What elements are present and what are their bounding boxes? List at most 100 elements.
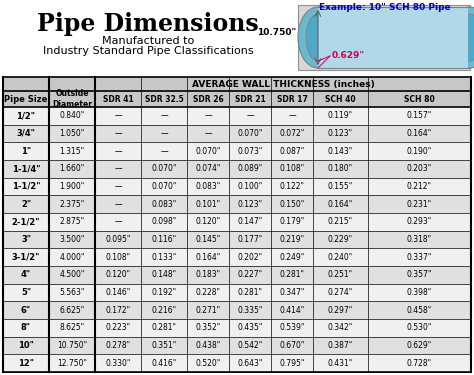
Text: 0.670": 0.670"	[279, 341, 305, 350]
Text: 6.625": 6.625"	[59, 306, 85, 315]
Text: 1-1/2": 1-1/2"	[12, 182, 40, 191]
Text: Outside
Diameter: Outside Diameter	[52, 89, 92, 109]
Text: 0.089": 0.089"	[237, 164, 263, 173]
Text: 0.108": 0.108"	[105, 253, 130, 262]
Text: —: —	[160, 147, 168, 156]
Text: 0.123": 0.123"	[328, 129, 353, 138]
Text: 1-1/4": 1-1/4"	[12, 164, 40, 173]
Text: 0.643": 0.643"	[237, 358, 263, 368]
Text: 0.219": 0.219"	[280, 235, 305, 244]
Text: 0.172": 0.172"	[105, 306, 130, 315]
Text: 0.070": 0.070"	[237, 129, 263, 138]
Text: 0.143": 0.143"	[328, 147, 353, 156]
Text: 1": 1"	[21, 147, 31, 156]
Text: SCH 40: SCH 40	[325, 94, 356, 104]
Text: —: —	[114, 217, 122, 226]
Bar	[318, 7, 468, 68]
Text: 0.435": 0.435"	[237, 323, 263, 332]
Text: 0.179": 0.179"	[279, 217, 305, 226]
Text: 0.190": 0.190"	[407, 147, 432, 156]
Text: AVERAGE WALL THICKNESS (inches): AVERAGE WALL THICKNESS (inches)	[191, 80, 374, 88]
Bar	[3, 337, 471, 354]
Text: 0.223": 0.223"	[105, 323, 130, 332]
Text: 0.100": 0.100"	[237, 182, 263, 191]
Bar	[3, 266, 471, 284]
Text: 0.074": 0.074"	[195, 164, 221, 173]
Bar	[3, 91, 471, 107]
Text: 0.119": 0.119"	[328, 111, 353, 120]
Text: 0.293": 0.293"	[407, 217, 432, 226]
Text: 3-1/2": 3-1/2"	[12, 253, 40, 262]
Ellipse shape	[458, 14, 474, 61]
Text: 0.180": 0.180"	[328, 164, 353, 173]
Text: —: —	[114, 147, 122, 156]
Text: 0.098": 0.098"	[151, 217, 177, 226]
Text: 0.087": 0.087"	[279, 147, 305, 156]
Text: 0.120": 0.120"	[105, 270, 130, 279]
Text: 0.212": 0.212"	[407, 182, 432, 191]
Text: SDR 21: SDR 21	[235, 94, 265, 104]
Text: 0.157": 0.157"	[407, 111, 432, 120]
Text: —: —	[288, 111, 296, 120]
Text: 5": 5"	[21, 288, 31, 297]
Text: 0.387": 0.387"	[328, 341, 353, 350]
Bar	[3, 213, 471, 231]
Text: 0.458": 0.458"	[407, 306, 432, 315]
Text: Example: 10" SCH 80 Pipe: Example: 10" SCH 80 Pipe	[319, 3, 451, 12]
Text: Pipe Dimensions: Pipe Dimensions	[37, 12, 259, 36]
Text: 5.563": 5.563"	[59, 288, 85, 297]
Text: 0.095": 0.095"	[105, 235, 131, 244]
Text: 2.875": 2.875"	[59, 217, 84, 226]
Text: —: —	[204, 111, 212, 120]
Text: 12": 12"	[18, 358, 34, 368]
Text: 10.750": 10.750"	[57, 341, 87, 350]
Bar	[3, 178, 471, 195]
Text: 1.050": 1.050"	[59, 129, 85, 138]
Text: 0.414": 0.414"	[279, 306, 305, 315]
Text: 0.070": 0.070"	[195, 147, 221, 156]
Text: Industry Standard Pipe Classifications: Industry Standard Pipe Classifications	[43, 46, 253, 56]
Text: 0.183": 0.183"	[195, 270, 220, 279]
Text: 0.795": 0.795"	[279, 358, 305, 368]
Text: —: —	[114, 111, 122, 120]
Bar	[3, 77, 471, 91]
Text: 0.070": 0.070"	[151, 182, 177, 191]
Ellipse shape	[450, 7, 474, 68]
Text: 0.357": 0.357"	[407, 270, 432, 279]
Text: 4": 4"	[21, 270, 31, 279]
Text: 0.192": 0.192"	[151, 288, 176, 297]
Text: 0.530": 0.530"	[407, 323, 432, 332]
Text: 8": 8"	[21, 323, 31, 332]
Text: —: —	[204, 129, 212, 138]
Text: 0.840": 0.840"	[59, 111, 85, 120]
Text: 0.148": 0.148"	[151, 270, 176, 279]
Text: —: —	[114, 129, 122, 138]
Text: SDR 32.5: SDR 32.5	[145, 94, 183, 104]
Text: 0.281": 0.281"	[237, 288, 263, 297]
Bar	[3, 124, 471, 142]
Text: —: —	[114, 200, 122, 208]
Text: 0.352": 0.352"	[195, 323, 220, 332]
Text: 0.215": 0.215"	[328, 217, 353, 226]
Text: 1/2": 1/2"	[17, 111, 36, 120]
Text: 0.281": 0.281"	[152, 323, 176, 332]
Text: 0.629": 0.629"	[332, 51, 365, 60]
Text: 0.164": 0.164"	[195, 253, 220, 262]
Text: 0.520": 0.520"	[195, 358, 220, 368]
Text: 4.500": 4.500"	[59, 270, 85, 279]
Bar	[3, 195, 471, 213]
Text: 0.164": 0.164"	[328, 200, 353, 208]
Text: 0.335": 0.335"	[237, 306, 263, 315]
Text: 0.133": 0.133"	[151, 253, 177, 262]
Text: 0.281": 0.281"	[280, 270, 304, 279]
Text: 0.227": 0.227"	[237, 270, 263, 279]
Text: 0.101": 0.101"	[195, 200, 220, 208]
Text: 10.750": 10.750"	[257, 28, 296, 37]
Text: 0.203": 0.203"	[407, 164, 432, 173]
Text: Pipe Size: Pipe Size	[4, 94, 48, 104]
Text: SDR 41: SDR 41	[103, 94, 133, 104]
Text: 8.625": 8.625"	[59, 323, 84, 332]
Ellipse shape	[298, 7, 338, 68]
Bar	[3, 160, 471, 178]
Text: 6": 6"	[21, 306, 31, 315]
